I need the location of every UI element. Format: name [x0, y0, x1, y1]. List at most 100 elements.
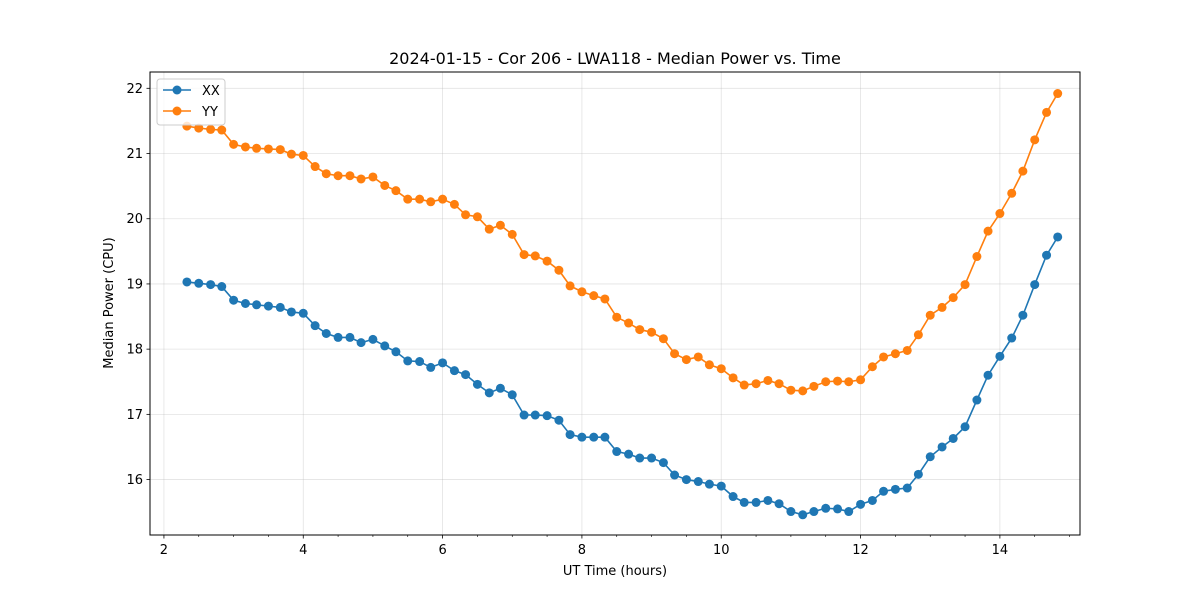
- x-tick-label: 2: [160, 543, 168, 558]
- y-tick-label: 18: [126, 343, 143, 358]
- data-point-yy: [844, 377, 854, 387]
- data-point-yy: [716, 364, 726, 374]
- data-point-xx: [275, 302, 285, 312]
- data-point-yy: [333, 171, 343, 181]
- x-axis-label: UT Time (hours): [563, 564, 667, 579]
- data-point-yy: [612, 312, 622, 322]
- data-point-xx: [704, 479, 714, 489]
- data-point-xx: [821, 503, 831, 513]
- data-point-xx: [1018, 310, 1028, 320]
- data-point-yy: [983, 226, 993, 236]
- data-point-yy: [252, 143, 262, 153]
- data-point-yy: [310, 162, 320, 172]
- data-point-xx: [739, 497, 749, 507]
- data-point-xx: [426, 362, 436, 372]
- data-point-yy: [635, 325, 645, 335]
- data-point-yy: [1042, 107, 1052, 117]
- series-line-xx: [186, 236, 1059, 516]
- plot-frame: [149, 71, 1081, 536]
- chart-title: 2024-01-15 - Cor 206 - LWA118 - Median P…: [389, 49, 841, 68]
- data-point-yy: [507, 229, 517, 239]
- data-point-yy: [879, 352, 889, 362]
- data-point-yy: [670, 349, 680, 359]
- data-point-yy: [751, 379, 761, 389]
- y-tick-label: 21: [126, 147, 143, 162]
- data-point-xx: [391, 347, 401, 357]
- data-point-yy: [693, 352, 703, 362]
- axis-ticks: 2 4 6 8 10 12 14 16 17 18 19 20 21 22: [126, 82, 1070, 558]
- data-point-yy: [798, 386, 808, 396]
- data-point-xx: [647, 453, 657, 463]
- data-point-yy: [902, 345, 912, 355]
- y-tick-label: 20: [126, 212, 143, 227]
- data-point-xx: [1007, 333, 1017, 343]
- data-point-yy: [530, 251, 540, 261]
- data-point-xx: [368, 334, 378, 344]
- data-point-xx: [983, 370, 993, 380]
- data-point-yy: [484, 224, 494, 234]
- data-point-yy: [821, 377, 831, 387]
- data-point-yy: [960, 280, 970, 290]
- data-point-xx: [217, 282, 227, 292]
- legend-label-yy: YY: [201, 105, 218, 120]
- data-point-xx: [867, 495, 877, 505]
- data-point-xx: [182, 277, 192, 287]
- series-layer: [182, 89, 1063, 520]
- data-point-xx: [751, 497, 761, 507]
- data-point-yy: [368, 172, 378, 182]
- data-point-xx: [658, 458, 668, 468]
- data-point-xx: [833, 504, 843, 514]
- data-point-yy: [1007, 188, 1017, 198]
- data-point-yy: [704, 360, 714, 370]
- data-point-yy: [519, 250, 529, 260]
- data-point-xx: [693, 477, 703, 487]
- data-point-xx: [415, 357, 425, 367]
- data-point-yy: [833, 376, 843, 386]
- data-point-yy: [624, 318, 634, 328]
- data-point-xx: [380, 341, 390, 351]
- data-point-yy: [194, 123, 204, 133]
- data-point-xx: [403, 356, 413, 366]
- data-point-xx: [229, 295, 239, 305]
- data-point-yy: [809, 381, 819, 391]
- data-point-yy: [286, 149, 296, 159]
- data-point-yy: [449, 199, 459, 209]
- data-point-yy: [415, 194, 425, 204]
- data-point-yy: [763, 375, 773, 385]
- data-point-xx: [624, 449, 634, 459]
- data-point-yy: [380, 180, 390, 190]
- data-point-xx: [716, 481, 726, 491]
- data-point-xx: [763, 495, 773, 505]
- data-point-yy: [321, 169, 331, 179]
- data-point-xx: [495, 383, 505, 393]
- data-point-xx: [530, 410, 540, 420]
- x-tick-label: 14: [992, 543, 1009, 558]
- data-point-xx: [925, 452, 935, 462]
- data-point-yy: [972, 252, 982, 262]
- data-point-xx: [206, 280, 216, 290]
- data-point-yy: [589, 291, 599, 301]
- data-point-xx: [635, 453, 645, 463]
- data-point-xx: [321, 329, 331, 338]
- grid: [150, 72, 1080, 535]
- data-point-xx: [612, 447, 622, 457]
- data-point-xx: [798, 510, 808, 520]
- data-point-yy: [229, 139, 239, 149]
- data-point-yy: [774, 379, 784, 389]
- data-point-xx: [937, 442, 947, 452]
- data-point-yy: [681, 355, 691, 365]
- data-point-xx: [507, 390, 517, 400]
- data-point-xx: [948, 433, 958, 443]
- data-point-yy: [263, 144, 273, 154]
- x-tick-label: 4: [299, 543, 307, 558]
- data-point-yy: [542, 256, 552, 266]
- y-tick-label: 19: [126, 277, 143, 292]
- data-point-yy: [554, 265, 564, 275]
- data-point-xx: [728, 492, 738, 502]
- data-point-yy: [495, 220, 505, 230]
- y-tick-label: 17: [126, 408, 143, 423]
- data-point-xx: [786, 507, 796, 517]
- data-point-xx: [960, 422, 970, 432]
- x-tick-label: 12: [852, 543, 869, 558]
